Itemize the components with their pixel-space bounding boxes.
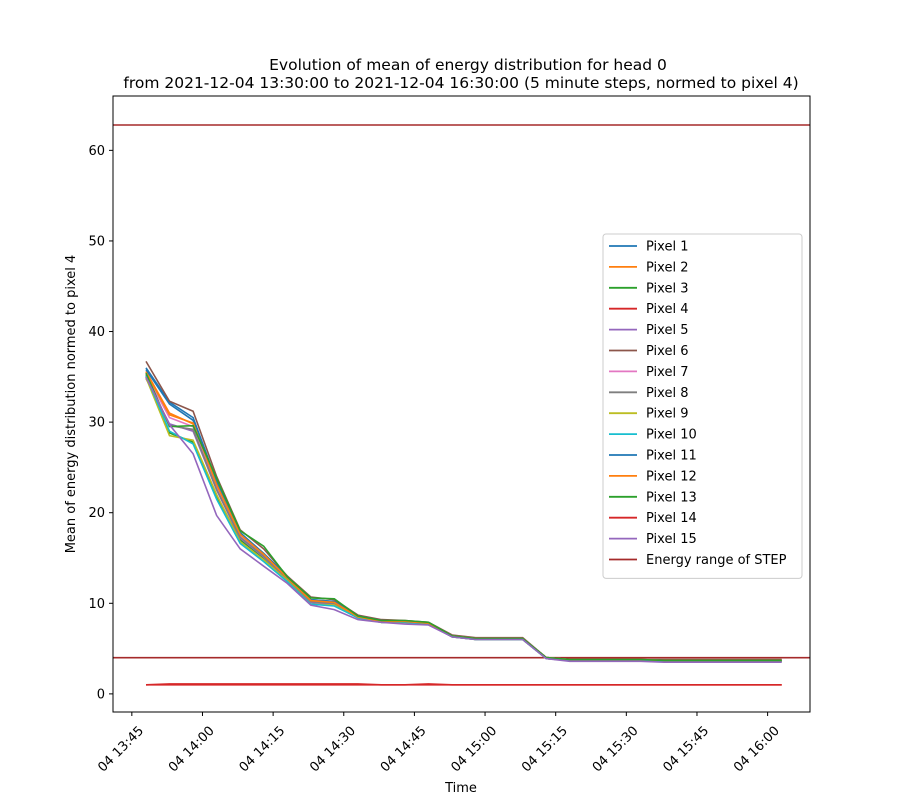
legend-label-12: Pixel 13: [646, 490, 697, 505]
legend-label-7: Pixel 8: [646, 386, 688, 401]
legend-label-9: Pixel 10: [646, 428, 697, 443]
legend-label-14: Pixel 15: [646, 532, 697, 547]
y-tick-label-3: 30: [88, 416, 105, 431]
chart-subtitle: from 2021-12-04 13:30:00 to 2021-12-04 1…: [123, 74, 798, 92]
plot-frame: [112, 95, 811, 713]
x-tick-label-7: 04 15:30: [590, 724, 642, 776]
legend-label-4: Pixel 5: [646, 323, 688, 338]
x-tick-label-8: 04 15:45: [660, 724, 712, 776]
legend-box: [602, 233, 803, 579]
y-axis-label: Mean of energy distribution normed to pi…: [64, 255, 79, 554]
x-axis-label: Time: [444, 781, 477, 796]
legend-label-5: Pixel 6: [646, 344, 688, 359]
legend-label-8: Pixel 9: [646, 407, 688, 422]
legend-label-1: Pixel 2: [646, 260, 688, 275]
series-line-pixel-15: [145, 376, 782, 664]
x-tick-label-1: 04 14:00: [166, 724, 218, 776]
legend-label-15: Energy range of STEP: [646, 553, 787, 568]
legend-label-6: Pixel 7: [646, 365, 688, 380]
y-tick-label-6: 60: [88, 144, 105, 159]
y-axis: 0 10 20 30 40 50 60: [88, 144, 113, 702]
x-tick-label-4: 04 14:45: [378, 724, 430, 776]
series-lines: [145, 360, 782, 686]
x-tick-label-9: 04 16:00: [731, 724, 783, 776]
chart-title: Evolution of mean of energy distribution…: [269, 56, 667, 74]
y-tick-label-4: 40: [88, 325, 105, 340]
x-axis: 04 13:45 04 14:00 04 14:15 04 14:30 04 14:45…: [95, 712, 783, 776]
x-tick-label-5: 04 15:00: [449, 724, 501, 776]
y-tick-label-5: 50: [88, 234, 105, 249]
x-tick-label-3: 04 14:30: [307, 724, 359, 776]
x-tick-label-2: 04 14:15: [237, 724, 289, 776]
reference-lines: [113, 124, 810, 659]
legend-label-11: Pixel 12: [646, 469, 697, 484]
legend-label-2: Pixel 3: [646, 281, 688, 296]
series-line-pixel-14: [145, 683, 782, 686]
legend-label-13: Pixel 14: [646, 511, 697, 526]
legend: Pixel 1 Pixel 2 Pixel 3 Pixel 4 Pixel 5 Pixel…: [602, 233, 803, 579]
legend-label-0: Pixel 1: [646, 240, 688, 255]
y-tick-label-2: 20: [88, 506, 105, 521]
legend-label-3: Pixel 4: [646, 302, 688, 317]
series-line-pixel-13: [145, 372, 782, 662]
x-tick-label-0: 04 13:45: [95, 724, 147, 776]
x-tick-label-6: 04 15:15: [519, 724, 571, 776]
y-tick-label-0: 0: [97, 687, 105, 702]
y-tick-label-1: 10: [88, 597, 105, 612]
legend-label-10: Pixel 11: [646, 449, 697, 464]
